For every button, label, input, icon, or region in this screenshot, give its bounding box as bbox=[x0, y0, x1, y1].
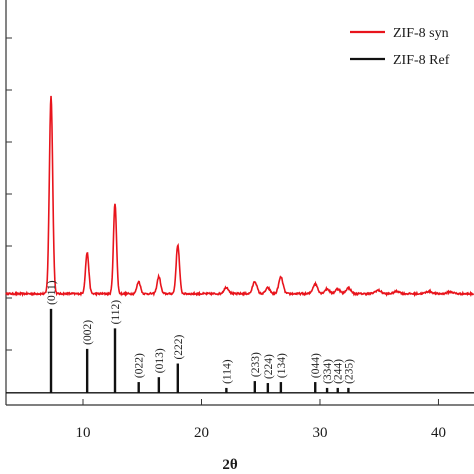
x-tick-label-0: 10 bbox=[76, 425, 91, 441]
hkl-label-9: (134) bbox=[276, 353, 288, 378]
hkl-labels: (011) (002) (112) (022) (013) (222) (114) (233)… bbox=[46, 280, 355, 384]
series-layer bbox=[5, 95, 474, 394]
hkl-label-12: (244) bbox=[333, 359, 345, 384]
hkl-label-10: (044) bbox=[310, 353, 322, 378]
hkl-label-3: (022) bbox=[134, 353, 146, 378]
hkl-label-6: (114) bbox=[221, 359, 233, 384]
hkl-label-1: (002) bbox=[82, 320, 94, 345]
hkl-label-5: (222) bbox=[173, 334, 185, 359]
hkl-label-2: (112) bbox=[110, 300, 122, 325]
hkl-label-8: (224) bbox=[263, 354, 275, 379]
y-ticks bbox=[6, 37, 12, 351]
hkl-label-7: (233) bbox=[250, 352, 262, 377]
legend: ZIF-8 syn ZIF-8 Ref bbox=[350, 26, 450, 68]
x-ticks: 10 20 30 40 bbox=[76, 399, 446, 441]
x-axis-label: 2θ bbox=[222, 457, 238, 473]
hkl-label-0: (011) bbox=[46, 280, 58, 305]
x-tick-label-3: 40 bbox=[431, 425, 446, 441]
hkl-label-4: (013) bbox=[154, 348, 166, 373]
hkl-label-11: (334) bbox=[322, 359, 334, 384]
series-line-syn bbox=[5, 95, 474, 298]
hkl-label-13: (235) bbox=[343, 359, 355, 384]
x-tick-label-2: 30 bbox=[312, 425, 327, 441]
x-tick-label-1: 20 bbox=[194, 425, 209, 441]
legend-label-ref: ZIF-8 Ref bbox=[393, 53, 450, 68]
legend-label-syn: ZIF-8 syn bbox=[393, 26, 449, 41]
